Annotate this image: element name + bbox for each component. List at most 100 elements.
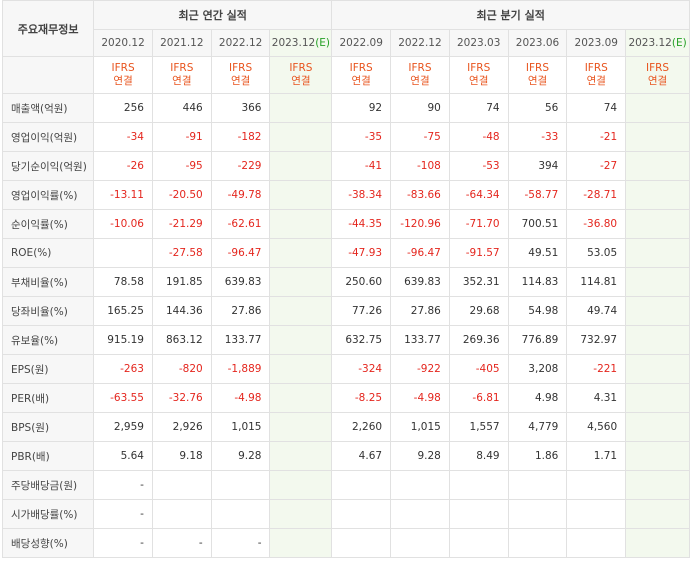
- gaap-label: IFRS 연결: [93, 56, 153, 94]
- table-cell: 2,959: [93, 412, 153, 442]
- period-label: 2022.09: [339, 37, 383, 49]
- table-cell: 27.86: [390, 296, 450, 326]
- table-cell: -229: [210, 151, 271, 181]
- table-cell: -96.47: [390, 238, 450, 268]
- table-cell: 5.64: [93, 441, 153, 471]
- table-cell: 1.71: [566, 441, 627, 471]
- table-cell: -83.66: [390, 180, 450, 210]
- table-cell: [625, 151, 690, 181]
- table-cell: 776.89: [507, 325, 568, 355]
- table-cell: [269, 296, 333, 326]
- table-cell: [390, 470, 450, 500]
- table-cell: [625, 499, 690, 529]
- gaap-label: IFRS 연결: [331, 56, 392, 94]
- table-cell: 4.31: [566, 383, 627, 413]
- table-cell: 446: [151, 93, 212, 123]
- table-cell: -4.98: [390, 383, 450, 413]
- gaap-consolidation: 연결: [410, 75, 430, 87]
- table-cell: -95: [151, 151, 212, 181]
- table-cell: 9.28: [390, 441, 450, 471]
- table-cell: -922: [390, 354, 450, 384]
- table-cell: -91.57: [448, 238, 509, 268]
- table-cell: -108: [390, 151, 450, 181]
- table-cell: 1,015: [390, 412, 450, 442]
- table-cell: 53.05: [566, 238, 627, 268]
- gaap-consolidation: 연결: [647, 75, 668, 87]
- gaap-consolidation: 연결: [586, 75, 606, 87]
- table-cell: 133.77: [210, 325, 271, 355]
- table-cell: [448, 499, 509, 529]
- table-cell: -: [93, 499, 153, 529]
- table-row: 순이익률(%) -10.06 -21.29 -62.61 -44.35 -120.96 -7…: [1, 209, 690, 239]
- table-cell: [625, 296, 690, 326]
- gaap-standard: IFRS: [111, 62, 135, 74]
- table-cell: 4.67: [331, 441, 392, 471]
- estimate-marker: (E): [671, 37, 687, 49]
- row-label: BPS(원): [1, 412, 95, 442]
- period-label: 2022.12: [218, 37, 263, 49]
- table-row: 영업이익률(%) -13.11 -20.50 -49.78 -38.34 -83.66 -6…: [1, 180, 690, 210]
- period-label: 2021.12: [160, 37, 204, 49]
- table-cell: -: [151, 528, 212, 558]
- table-cell: -47.93: [331, 238, 392, 268]
- period-label: 2022.12: [398, 37, 442, 49]
- table-cell: 639.83: [210, 267, 271, 297]
- row-label: 당좌비율(%): [1, 296, 95, 326]
- table-cell: [448, 528, 509, 558]
- table-cell: 700.51: [507, 209, 568, 239]
- table-cell: 29.68: [448, 296, 509, 326]
- gaap-consolidation: 연결: [291, 75, 311, 87]
- period-label: 2023.12: [271, 37, 316, 49]
- period-header: 2023.12(E): [269, 29, 333, 57]
- gaap-row-corner: [1, 56, 95, 94]
- annual-group-header: 최근 연간 실적: [93, 0, 333, 30]
- table-cell: [269, 441, 333, 471]
- table-cell: 639.83: [390, 267, 450, 297]
- row-label: ROE(%): [1, 238, 95, 268]
- gaap-consolidation: 연결: [469, 75, 489, 87]
- table-cell: 92: [331, 93, 392, 123]
- table-cell: 4,779: [507, 412, 568, 442]
- table-cell: [625, 528, 690, 558]
- table-row: 당좌비율(%) 165.25 144.36 27.86 77.26 27.86 29.68 5…: [1, 296, 690, 326]
- gaap-standard: IFRS: [584, 62, 608, 74]
- table-cell: [269, 151, 333, 181]
- gaap-label: IFRS 연결: [566, 56, 627, 94]
- table-cell: [625, 383, 690, 413]
- table-cell: [566, 470, 627, 500]
- table-cell: -182: [210, 122, 271, 152]
- period-header: 2022.12: [210, 29, 271, 57]
- table-cell: -20.50: [151, 180, 212, 210]
- table-cell: -6.81: [448, 383, 509, 413]
- table-cell: 632.75: [331, 325, 392, 355]
- table-cell: [390, 528, 450, 558]
- table-cell: 1.86: [507, 441, 568, 471]
- table-cell: -27: [566, 151, 627, 181]
- estimate-marker: (E): [315, 37, 331, 49]
- row-label: 유보율(%): [1, 325, 95, 355]
- table-cell: -10.06: [93, 209, 153, 239]
- table-cell: [625, 93, 690, 123]
- table-cell: 78.58: [93, 267, 153, 297]
- table-cell: 77.26: [331, 296, 392, 326]
- gaap-label: IFRS 연결: [269, 56, 333, 94]
- table-cell: 49.74: [566, 296, 627, 326]
- period-header: 2020.12: [93, 29, 153, 57]
- gaap-label: IFRS 연결: [448, 56, 509, 94]
- table-cell: [151, 470, 212, 500]
- table-cell: [625, 412, 690, 442]
- table-row: 부채비율(%) 78.58 191.85 639.83 250.60 639.83 352.…: [1, 267, 690, 297]
- table-cell: -38.34: [331, 180, 392, 210]
- row-label: 순이익률(%): [1, 209, 95, 239]
- row-label: PBR(배): [1, 441, 95, 471]
- row-label: 매출액(억원): [1, 93, 95, 123]
- table-cell: [507, 470, 568, 500]
- table-cell: 3,208: [507, 354, 568, 384]
- gaap-consolidation: 연결: [351, 75, 371, 87]
- table-row: 영업이익(억원) -34 -91 -182 -35 -75 -48 -33 -21: [1, 122, 690, 152]
- table-cell: 54.98: [507, 296, 568, 326]
- table-cell: -35: [331, 122, 392, 152]
- row-label: PER(배): [1, 383, 95, 413]
- table-cell: 352.31: [448, 267, 509, 297]
- table-cell: [269, 238, 333, 268]
